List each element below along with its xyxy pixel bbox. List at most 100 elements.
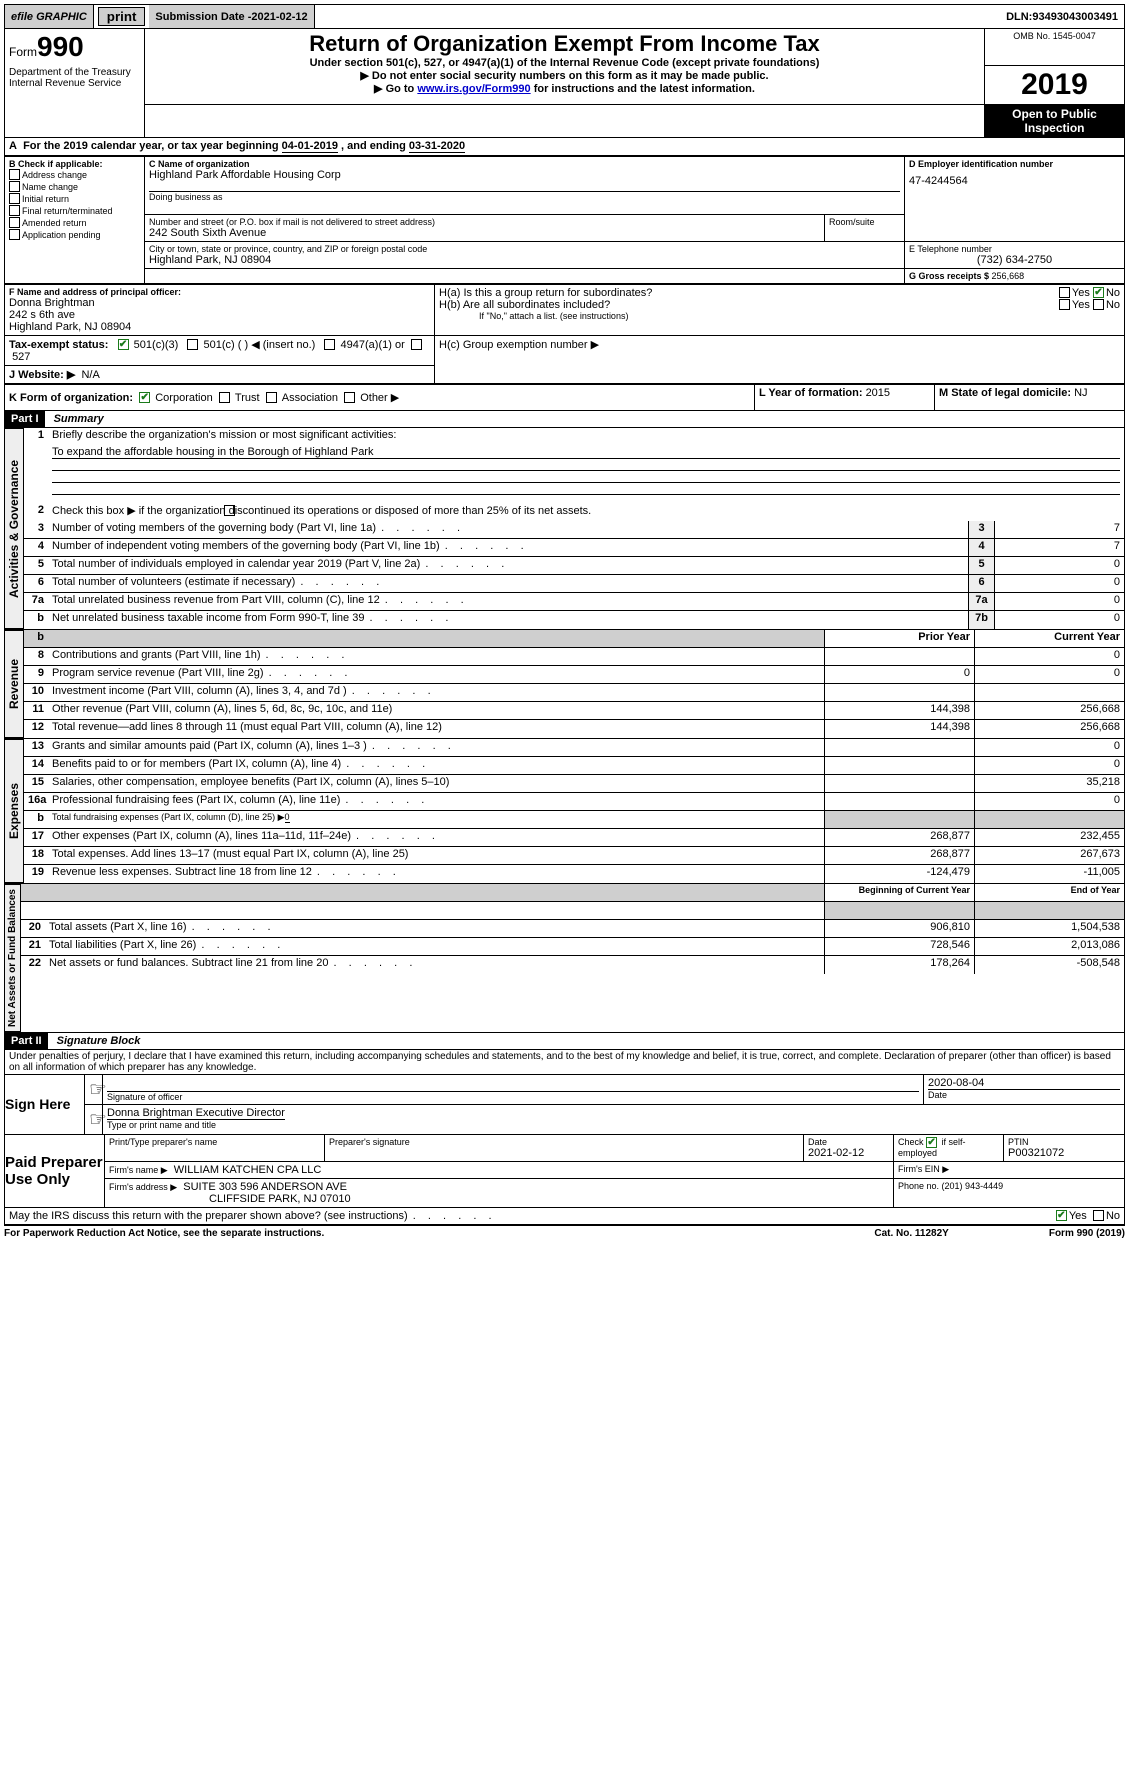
ln7a-label: Total unrelated business revenue from Pa… (48, 593, 968, 610)
officer-city: Highland Park, NJ 08904 (9, 321, 430, 333)
hb-label: H(b) Are all subordinates included? (439, 299, 1059, 311)
ln8-label: Contributions and grants (Part VIII, lin… (48, 648, 824, 665)
ln7b-label: Net unrelated business taxable income fr… (48, 611, 968, 629)
ln2-checkbox[interactable] (224, 505, 235, 516)
ha-label: H(a) Is this a group return for subordin… (439, 287, 1059, 299)
ln19-label: Revenue less expenses. Subtract line 18 … (48, 865, 824, 883)
ln6-label: Total number of volunteers (estimate if … (48, 575, 968, 592)
city: Highland Park, NJ 08904 (149, 254, 900, 266)
ln7b-value: 0 (994, 611, 1124, 629)
org-name: Highland Park Affordable Housing Corp (149, 169, 900, 181)
ln10-prior (824, 684, 974, 701)
ln17-prior: 268,877 (824, 829, 974, 846)
ha-no-checkbox[interactable] (1093, 287, 1104, 298)
4947-checkbox[interactable] (324, 339, 335, 350)
firm-phone: (201) 943-4449 (942, 1181, 1004, 1191)
assoc-checkbox[interactable] (266, 392, 277, 403)
box-l-label: L Year of formation: (759, 387, 866, 399)
date-label: Date (928, 1089, 1120, 1100)
box-f-label: F Name and address of principal officer: (9, 287, 430, 297)
boy-hdr: Beginning of Current Year (824, 884, 974, 901)
cat-no: Cat. No. 11282Y (874, 1228, 948, 1239)
form-word: Form (9, 45, 37, 59)
hb-no-checkbox[interactable] (1093, 299, 1104, 310)
eoy-hdr: End of Year (974, 884, 1124, 901)
amended-return-checkbox[interactable] (9, 217, 20, 228)
ptin: P00321072 (1008, 1147, 1120, 1159)
ln19-curr: -11,005 (974, 865, 1124, 883)
ln22-label: Net assets or fund balances. Subtract li… (45, 956, 824, 974)
vlabel-revenue: Revenue (5, 630, 24, 738)
open-to-public: Open to Public Inspection (985, 104, 1125, 137)
ln17-curr: 232,455 (974, 829, 1124, 846)
part-i-label: Part I (5, 411, 45, 427)
ln9-prior: 0 (824, 666, 974, 683)
ln12-label: Total revenue—add lines 8 through 11 (mu… (48, 720, 824, 738)
501c3-checkbox[interactable] (118, 339, 129, 350)
goto-pre: ▶ Go to (374, 83, 417, 95)
sig-date: 2020-08-04 (928, 1077, 1120, 1089)
final-return-checkbox[interactable] (9, 205, 20, 216)
527-checkbox[interactable] (411, 339, 422, 350)
ln15-prior (824, 775, 974, 792)
form-footer: Form 990 (2019) (1049, 1228, 1125, 1239)
ln5-value: 0 (994, 557, 1124, 574)
part-ii-label: Part II (5, 1033, 48, 1049)
ln21-label: Total liabilities (Part X, line 26) (45, 938, 824, 955)
address-change-checkbox[interactable] (9, 169, 20, 180)
box-b-label: B Check if applicable: (9, 159, 140, 169)
trust-checkbox[interactable] (219, 392, 230, 403)
ln14-curr: 0 (974, 757, 1124, 774)
gross-receipts: 256,668 (992, 271, 1025, 281)
entity-info: B Check if applicable: Address change Na… (4, 156, 1125, 284)
name-change-checkbox[interactable] (9, 181, 20, 192)
ln9-curr: 0 (974, 666, 1124, 683)
ln12-curr: 256,668 (974, 720, 1124, 738)
ln18-label: Total expenses. Add lines 13–17 (must eq… (48, 847, 824, 864)
website: N/A (81, 369, 99, 381)
ln1-label: Briefly describe the organization's miss… (48, 428, 1124, 446)
top-bar: efile GRAPHIC print Submission Date - 20… (4, 4, 1125, 28)
hb-yes-checkbox[interactable] (1059, 299, 1070, 310)
box-j-label: J Website: ▶ (9, 369, 75, 381)
discuss-yes-checkbox[interactable] (1056, 1210, 1067, 1221)
irs-link[interactable]: www.irs.gov/Form990 (417, 83, 530, 95)
dept-irs: Internal Revenue Service (9, 78, 140, 89)
application-pending-checkbox[interactable] (9, 229, 20, 240)
dba-label: Doing business as (149, 191, 900, 202)
ln11-label: Other revenue (Part VIII, column (A), li… (48, 702, 824, 719)
ln5-label: Total number of individuals employed in … (48, 557, 968, 574)
ln13-curr: 0 (974, 739, 1124, 756)
ln16a-label: Professional fundraising fees (Part IX, … (48, 793, 824, 810)
discuss-no-checkbox[interactable] (1093, 1210, 1104, 1221)
ln4-label: Number of independent voting members of … (48, 539, 968, 556)
corp-checkbox[interactable] (139, 392, 150, 403)
type-name-label: Type or print name and title (107, 1120, 1120, 1130)
self-employed-checkbox[interactable] (926, 1137, 937, 1148)
ln16a-curr: 0 (974, 793, 1124, 810)
box-i-label: Tax-exempt status: (9, 339, 108, 351)
501c-checkbox[interactable] (187, 339, 198, 350)
print-button[interactable]: print (98, 7, 146, 26)
ln17-label: Other expenses (Part IX, column (A), lin… (48, 829, 824, 846)
ln21-curr: 2,013,086 (974, 938, 1124, 955)
box-g-label: G Gross receipts $ (909, 271, 992, 281)
firm-addr1: SUITE 303 596 ANDERSON AVE (183, 1181, 347, 1193)
ln22-prior: 178,264 (824, 956, 974, 974)
ln20-curr: 1,504,538 (974, 920, 1124, 937)
efile-label: efile GRAPHIC (5, 5, 94, 28)
box-k-label: K Form of organization: (9, 392, 133, 404)
other-checkbox[interactable] (344, 392, 355, 403)
ln13-label: Grants and similar amounts paid (Part IX… (48, 739, 824, 756)
initial-return-checkbox[interactable] (9, 193, 20, 204)
prior-year-hdr: Prior Year (824, 630, 974, 647)
ha-yes-checkbox[interactable] (1059, 287, 1070, 298)
ln10-curr (974, 684, 1124, 701)
form-number: 990 (37, 31, 84, 62)
ln18-prior: 268,877 (824, 847, 974, 864)
pra-notice: For Paperwork Reduction Act Notice, see … (4, 1228, 324, 1239)
prep-date: 2021-02-12 (808, 1147, 889, 1159)
form-header: Form990 Return of Organization Exempt Fr… (4, 28, 1125, 138)
telephone: (732) 634-2750 (909, 254, 1120, 266)
ln22-curr: -508,548 (974, 956, 1124, 974)
